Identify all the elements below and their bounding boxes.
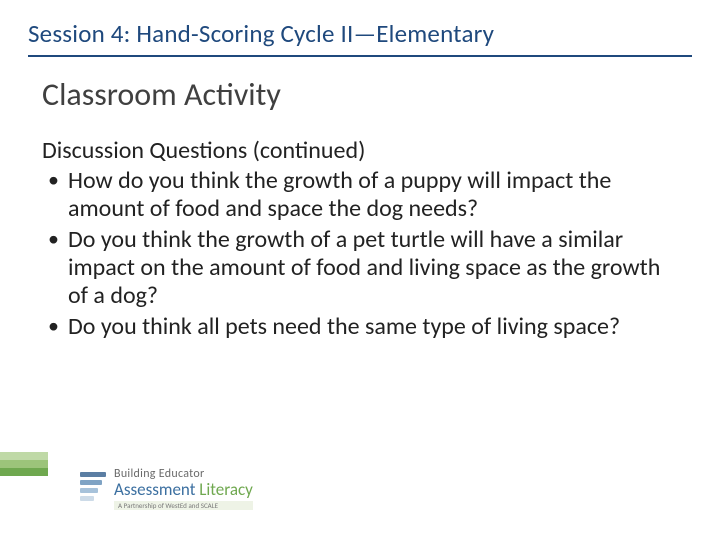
bullet-item: How do you think the growth of a puppy w… (42, 167, 672, 224)
accent-bar (0, 460, 48, 468)
logo-text: Building Educator Assessment Literacy A … (114, 468, 253, 510)
footer-accent-bars (0, 452, 48, 478)
discussion-questions-heading: Discussion Questions (continued) (42, 136, 672, 165)
logo-word-assessment: Assessment (114, 479, 199, 500)
bullet-item: Do you think the growth of a pet turtle … (42, 226, 672, 311)
footer-logo: Building Educator Assessment Literacy A … (80, 468, 340, 510)
logo-line2: Assessment Literacy (114, 481, 253, 499)
bullet-list: How do you think the growth of a puppy w… (42, 167, 672, 341)
content-block: Discussion Questions (continued) How do … (42, 136, 672, 341)
accent-bar (0, 452, 48, 460)
logo-word-literacy: Literacy (199, 479, 253, 500)
slide-subtitle: Classroom Activity (42, 75, 692, 114)
bullet-item: Do you think all pets need the same type… (42, 313, 672, 341)
session-title: Session 4: Hand-Scoring Cycle II—Element… (28, 18, 692, 57)
logo-tagline: A Partnership of WestEd and SCALE (114, 501, 253, 510)
logo-mark-icon (80, 472, 106, 508)
accent-bar (0, 468, 48, 476)
slide: Session 4: Hand-Scoring Cycle II—Element… (0, 0, 720, 540)
